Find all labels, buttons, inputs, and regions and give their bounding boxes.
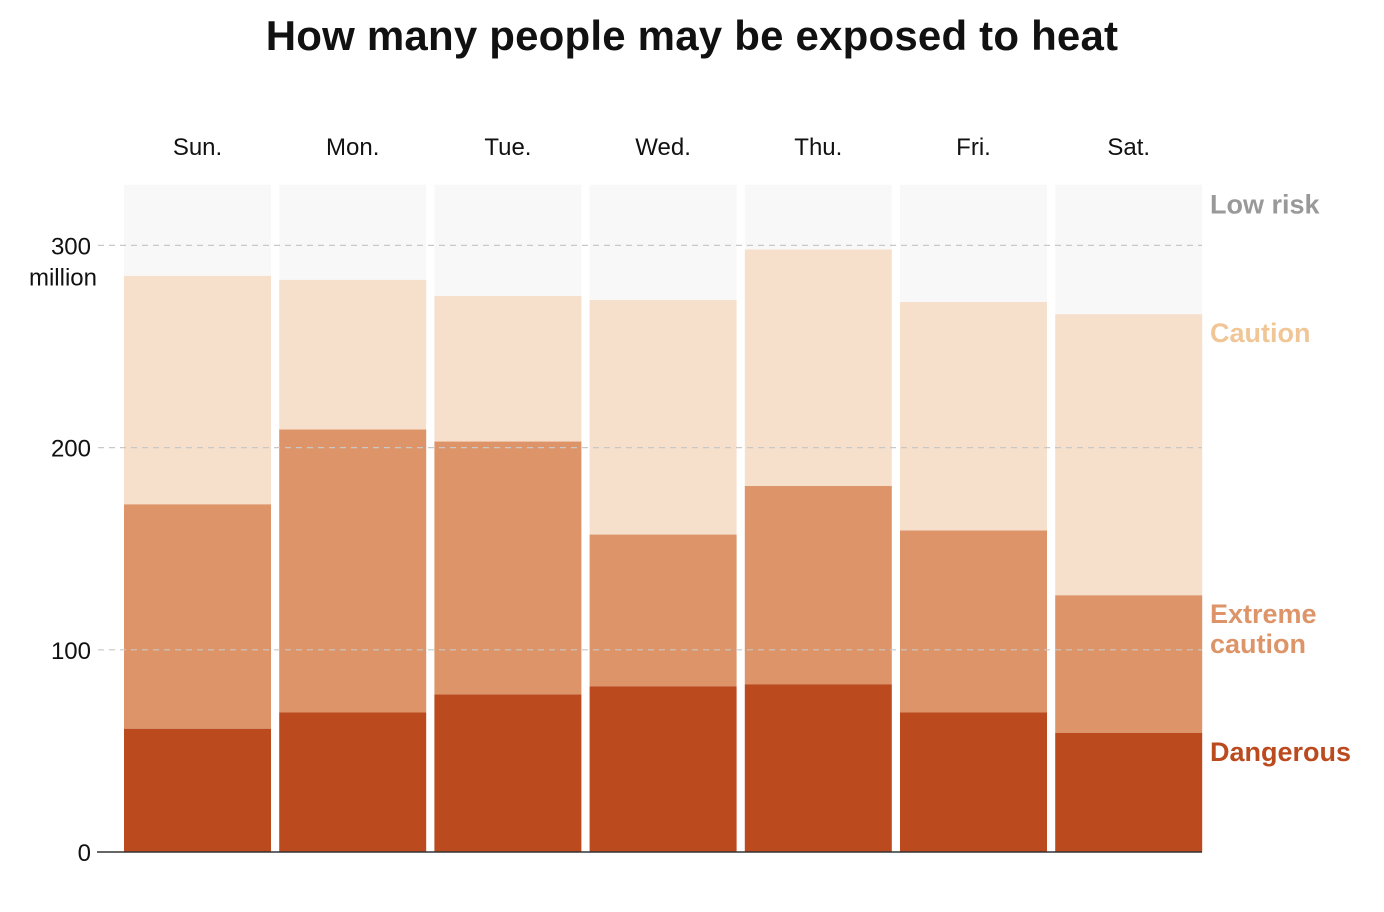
bar-segment-caution-sat — [1055, 314, 1203, 596]
day-labels-group: Sun. Mon. Tue. Wed. Thu. Fri. Sat. — [173, 134, 1150, 161]
bar-segment-dangerous-fri — [900, 712, 1047, 852]
bar-segment-caution-thu — [744, 249, 892, 487]
bar-segment-low-risk-sat — [1055, 184, 1203, 315]
bar-segment-extreme-caution-mon — [279, 429, 427, 713]
bar-segment-extreme-caution-tue — [434, 441, 582, 695]
bar-segment-low-risk-fri — [900, 184, 1047, 303]
bar-segment-extreme-caution-fri — [900, 530, 1047, 713]
bar-segment-dangerous-wed — [589, 686, 737, 852]
bars-group — [124, 184, 1203, 852]
y-axis-unit-label: million — [29, 264, 97, 291]
bar-segment-caution-tue — [434, 295, 582, 442]
day-label-wed: Wed. — [635, 134, 691, 161]
bar-segment-dangerous-tue — [434, 694, 582, 852]
bar-segment-low-risk-wed — [589, 184, 737, 300]
bar-segment-extreme-caution-wed — [589, 534, 737, 687]
bar-segment-dangerous-sat — [1055, 732, 1203, 852]
legend-label-extreme-caution-line1: Extreme — [1210, 599, 1317, 629]
y-tick-label-200: 200 — [51, 436, 91, 463]
day-label-sat: Sat. — [1107, 134, 1150, 161]
y-tick-label-100: 100 — [51, 638, 91, 665]
bar-segment-low-risk-tue — [434, 184, 582, 296]
bar-segment-dangerous-sun — [124, 728, 271, 852]
chart-title: How many people may be exposed to heat — [265, 12, 1119, 59]
bar-segment-extreme-caution-sat — [1055, 595, 1203, 733]
bar-segment-low-risk-mon — [279, 184, 427, 280]
legend-label-dangerous: Dangerous — [1210, 737, 1351, 767]
legend-label-caution: Caution — [1210, 318, 1311, 348]
legend-label-extreme-caution-line2: caution — [1210, 629, 1306, 659]
y-tick-label-0: 0 — [78, 840, 91, 867]
gridlines-group — [98, 244, 1202, 651]
bar-segment-low-risk-thu — [744, 184, 892, 250]
bar-segment-low-risk-sun — [124, 184, 271, 276]
day-label-thu: Thu. — [794, 134, 842, 161]
bar-segment-dangerous-mon — [279, 712, 427, 852]
y-tick-label-300: 300 — [51, 233, 91, 260]
bar-segment-extreme-caution-thu — [744, 486, 892, 685]
day-label-fri: Fri. — [956, 134, 991, 161]
day-label-tue: Tue. — [484, 134, 531, 161]
bar-segment-caution-fri — [900, 302, 1047, 531]
legend-label-low-risk: Low risk — [1210, 190, 1321, 220]
bar-segment-caution-sun — [124, 275, 271, 505]
day-label-mon: Mon. — [326, 134, 379, 161]
y-ticks-group: 0 100 200 300 — [51, 233, 91, 867]
bar-segment-dangerous-thu — [744, 684, 892, 852]
day-label-sun: Sun. — [173, 134, 222, 161]
bar-segment-extreme-caution-sun — [124, 504, 271, 729]
bar-segment-caution-mon — [279, 279, 427, 430]
bar-segment-caution-wed — [589, 299, 737, 535]
